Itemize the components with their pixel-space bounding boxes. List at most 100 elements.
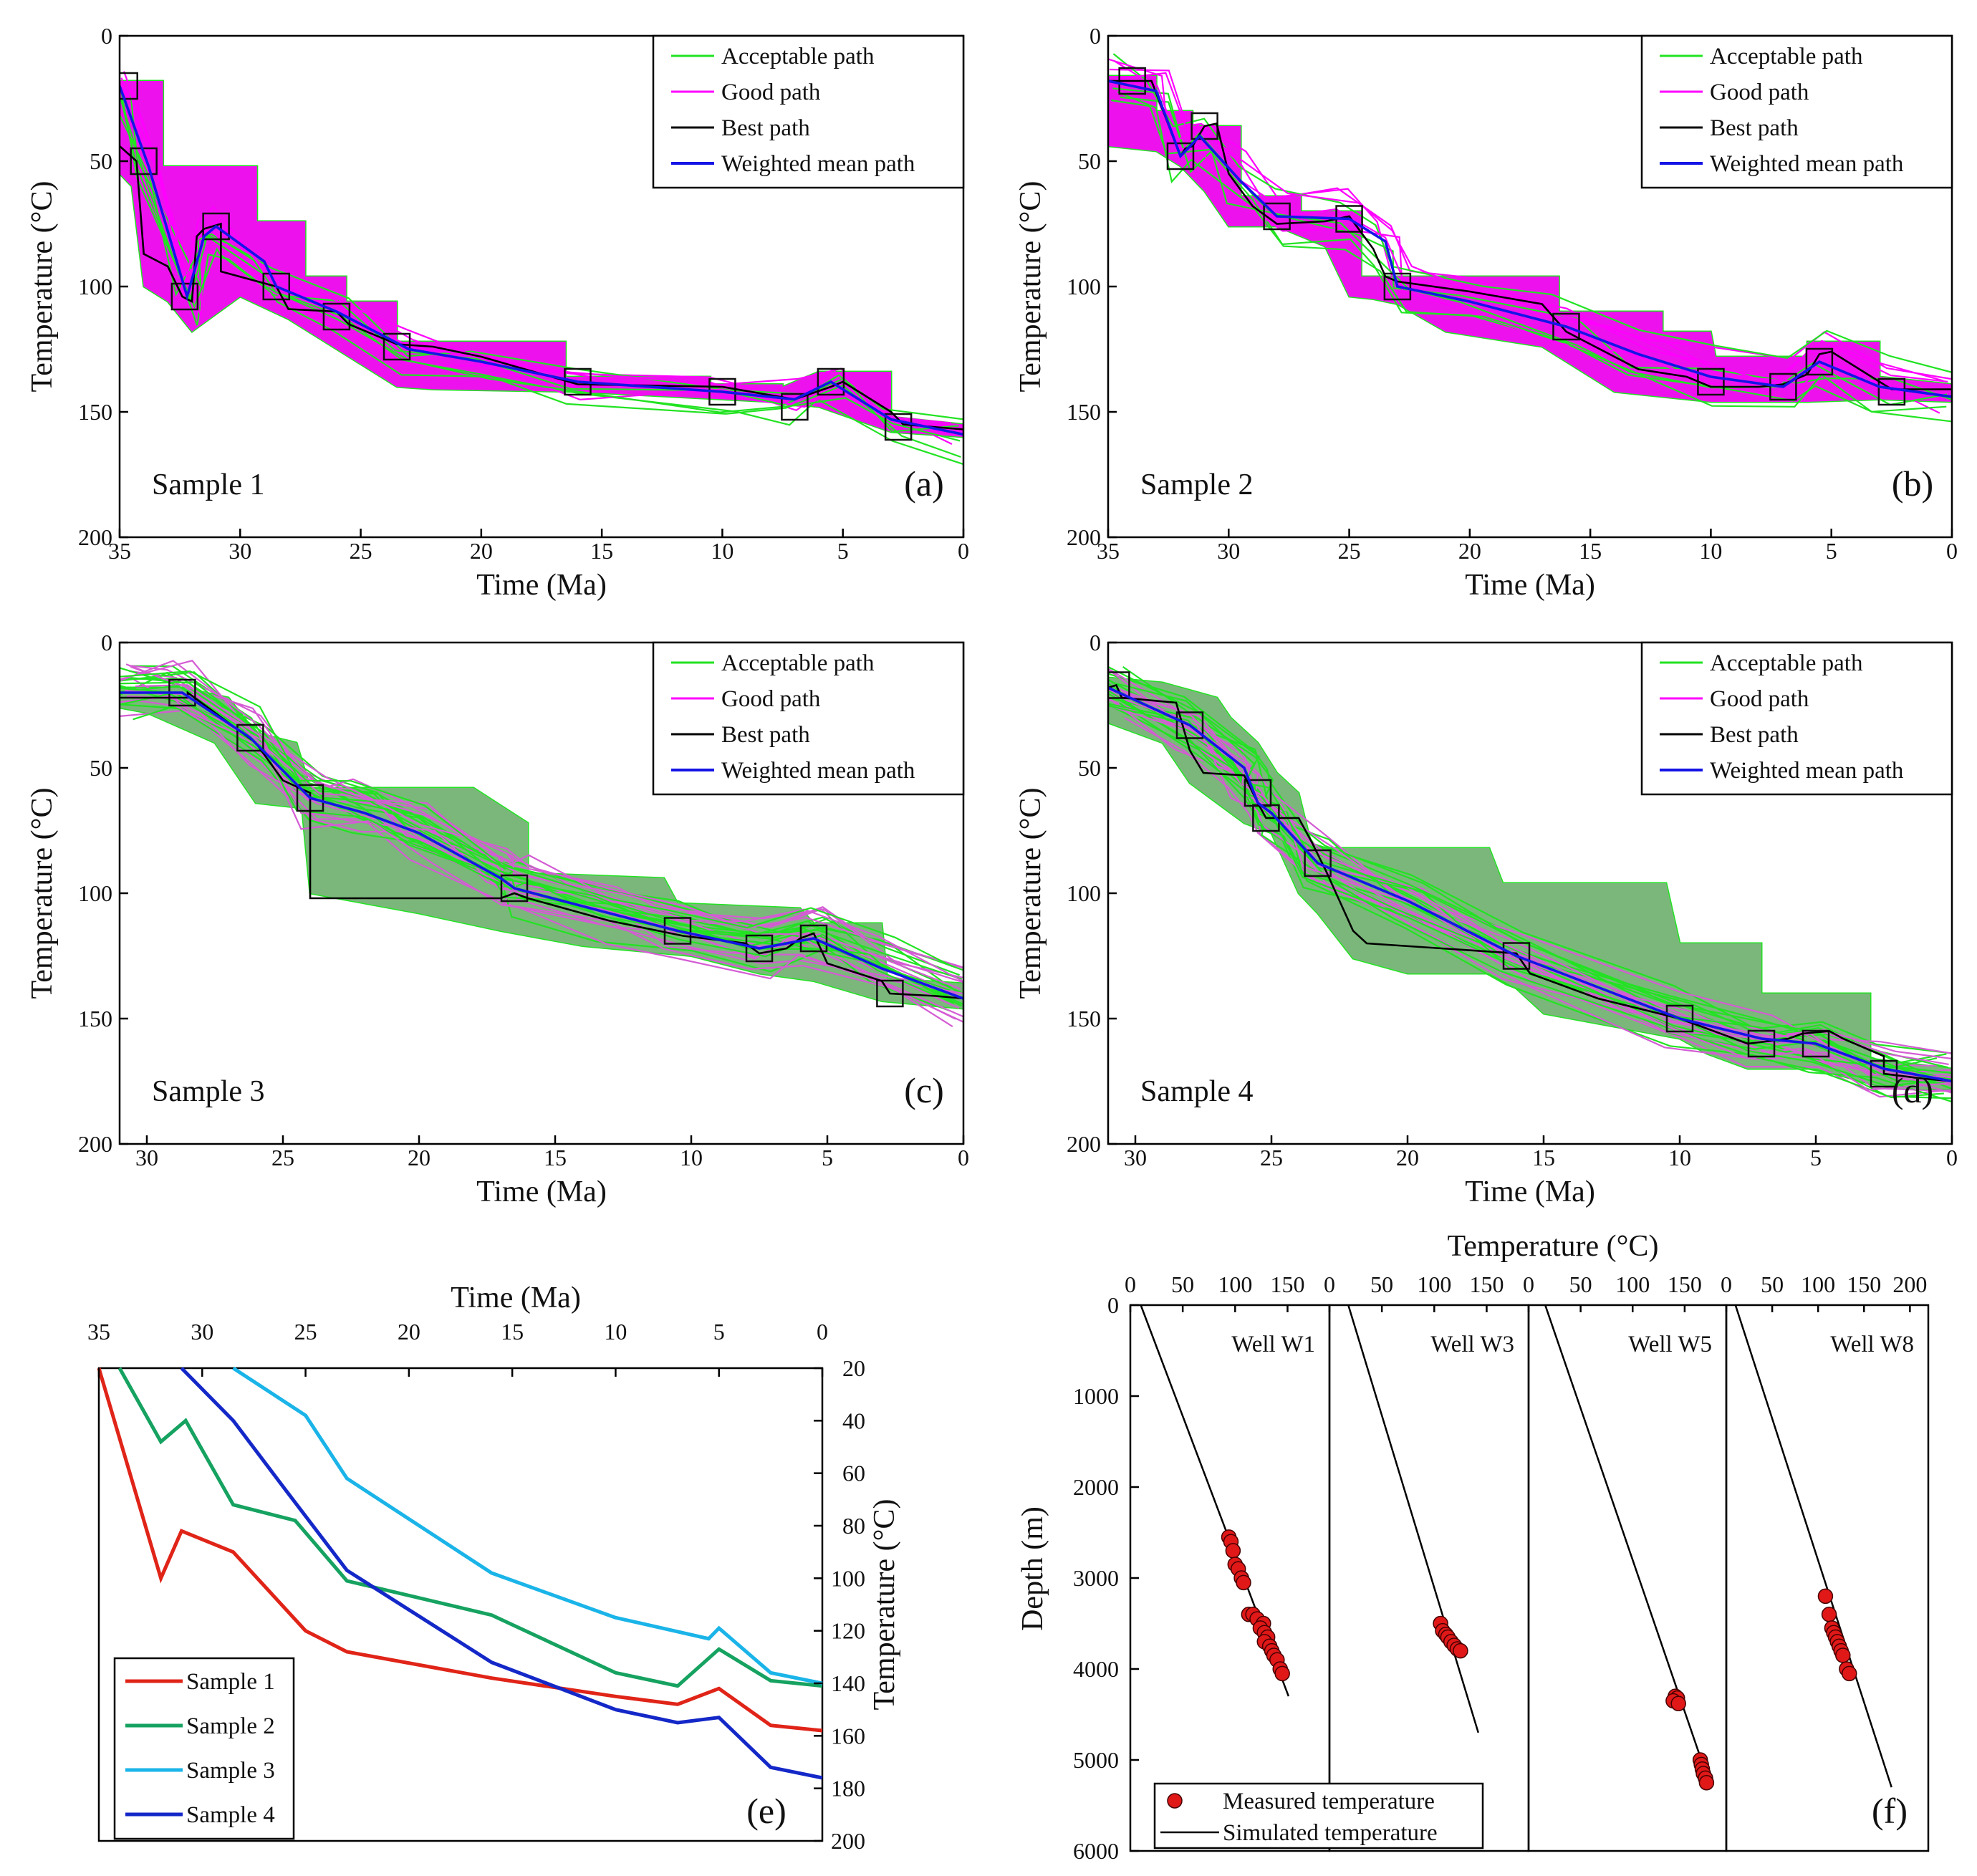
x-tick-label: 20 bbox=[470, 538, 493, 564]
well-frame bbox=[1725, 1304, 1930, 1852]
y-axis-title: Temperature (°C) bbox=[26, 181, 59, 393]
legend-label: Best path bbox=[721, 115, 810, 141]
good-path bbox=[125, 690, 963, 995]
well-name-label: Well W8 bbox=[1830, 1332, 1914, 1357]
acceptable-path bbox=[1108, 693, 1944, 1099]
y-axis-title: Temperature (°C) bbox=[1014, 788, 1047, 999]
x-tick-label: 30 bbox=[135, 1145, 158, 1170]
acceptable-path bbox=[1108, 673, 1952, 1054]
good-path-envelope bbox=[120, 81, 963, 437]
constraint-box bbox=[1108, 671, 1130, 699]
constraint-box bbox=[1166, 142, 1195, 170]
constraint-box bbox=[1805, 347, 1834, 376]
x-tick-label: 25 bbox=[1260, 1145, 1283, 1170]
x-tick-label: 150 bbox=[1469, 1271, 1504, 1297]
x-tick-label: 20 bbox=[1458, 538, 1481, 564]
legend-label: Sample 2 bbox=[186, 1713, 275, 1739]
x-tick-label: 10 bbox=[604, 1319, 627, 1345]
y-tick-label: 2000 bbox=[1073, 1474, 1119, 1500]
well-name-label: Well W3 bbox=[1430, 1332, 1514, 1357]
constraint-box bbox=[1502, 942, 1531, 970]
y-tick-label: 60 bbox=[842, 1461, 865, 1486]
x-tick-label: 15 bbox=[501, 1319, 524, 1345]
good-path bbox=[1119, 79, 1940, 414]
measured-temperature-point bbox=[1821, 1607, 1837, 1622]
y-tick-label: 50 bbox=[90, 755, 112, 781]
x-tick-label: 100 bbox=[1615, 1271, 1650, 1297]
constraint-box bbox=[322, 302, 351, 331]
y-tick-label: 50 bbox=[1078, 148, 1101, 174]
x-tick-label: 50 bbox=[1171, 1271, 1194, 1297]
plot-frame bbox=[97, 1367, 824, 1842]
y-tick-label: 180 bbox=[831, 1776, 865, 1802]
x-tick-label: 25 bbox=[294, 1319, 317, 1345]
x-tick-label: 150 bbox=[1847, 1271, 1881, 1297]
legend-label: Acceptable path bbox=[721, 44, 875, 69]
x-tick-label: 30 bbox=[191, 1319, 213, 1345]
y-tick-label: 50 bbox=[1078, 755, 1101, 781]
well-name-label: Well W1 bbox=[1231, 1332, 1315, 1357]
x-tick-label: 0 bbox=[958, 1145, 969, 1170]
legend-label: Good path bbox=[1710, 80, 1809, 105]
y-tick-label: 0 bbox=[1089, 630, 1101, 655]
well-frame bbox=[1129, 1304, 1331, 1852]
y-axis-title: Temperature (°C) bbox=[1014, 181, 1047, 393]
simulated-temperature-line bbox=[1544, 1304, 1712, 1788]
x-tick-label: 5 bbox=[1810, 1145, 1822, 1170]
legend-box bbox=[113, 1657, 295, 1840]
x-tick-label: 5 bbox=[1826, 538, 1837, 564]
well-name-label: Well W5 bbox=[1628, 1332, 1712, 1357]
constraint-box bbox=[383, 332, 411, 361]
best-path-line bbox=[1108, 683, 1952, 1082]
good-path bbox=[135, 684, 963, 968]
legend-marker-measured bbox=[1167, 1793, 1183, 1809]
y-axis-title: Temperature (°C) bbox=[26, 788, 59, 999]
y-tick-label: 6000 bbox=[1073, 1838, 1119, 1864]
y-tick-label: 100 bbox=[831, 1565, 865, 1591]
good-path bbox=[125, 663, 963, 978]
x-axis-title: Time (Ma) bbox=[476, 569, 607, 602]
plot-area bbox=[120, 660, 963, 1028]
legend-label: Weighted mean path bbox=[1710, 758, 1904, 784]
measured-temperature-point bbox=[1817, 1588, 1834, 1605]
weighted-mean-path-line bbox=[1108, 80, 1952, 398]
y-tick-label: 0 bbox=[101, 630, 112, 655]
legend-label: Good path bbox=[721, 80, 821, 105]
acceptable-path bbox=[120, 684, 948, 996]
x-tick-label: 0 bbox=[958, 538, 969, 564]
good-path bbox=[130, 89, 953, 445]
acceptable-path bbox=[120, 92, 961, 442]
plot-area bbox=[1108, 665, 1952, 1103]
x-tick-label: 5 bbox=[713, 1319, 725, 1345]
y-tick-label: 1000 bbox=[1073, 1383, 1119, 1409]
y-axis-title: Temperature (°C) bbox=[868, 1499, 901, 1711]
y-tick-label: 0 bbox=[1107, 1292, 1119, 1318]
y-tick-label: 200 bbox=[1067, 524, 1101, 550]
y-tick-label: 200 bbox=[78, 1131, 112, 1157]
x-tick-label: 50 bbox=[1761, 1271, 1784, 1297]
panel-label: (c) bbox=[904, 1070, 944, 1110]
constraint-box bbox=[1175, 711, 1204, 739]
sample-label: Sample 4 bbox=[1140, 1075, 1253, 1108]
measured-temperature-point bbox=[1453, 1642, 1468, 1659]
acceptable-path bbox=[120, 97, 961, 458]
x-tick-label: 5 bbox=[822, 1145, 833, 1170]
measured-temperature-point bbox=[1835, 1647, 1851, 1663]
well-frame bbox=[1328, 1304, 1530, 1852]
legend-label: Sample 1 bbox=[186, 1669, 275, 1695]
y-tick-label: 150 bbox=[1067, 1006, 1101, 1031]
x-tick-label: 35 bbox=[87, 1319, 110, 1345]
constraint-box bbox=[1877, 377, 1906, 406]
x-tick-label: 0 bbox=[1523, 1271, 1534, 1297]
x-tick-label: 25 bbox=[1338, 538, 1361, 564]
series-line-sample-3 bbox=[232, 1366, 823, 1685]
legend-label: Good path bbox=[721, 686, 821, 712]
x-tick-label: 0 bbox=[1946, 538, 1958, 564]
y-tick-label: 0 bbox=[1089, 23, 1101, 49]
plot-area bbox=[120, 71, 963, 466]
good-path bbox=[1108, 693, 1952, 1076]
acceptable-path bbox=[1117, 91, 1947, 413]
y-tick-label: 200 bbox=[78, 524, 112, 550]
y-axis-title: Depth (m) bbox=[1016, 1506, 1049, 1631]
sample-label: Sample 3 bbox=[152, 1075, 264, 1108]
